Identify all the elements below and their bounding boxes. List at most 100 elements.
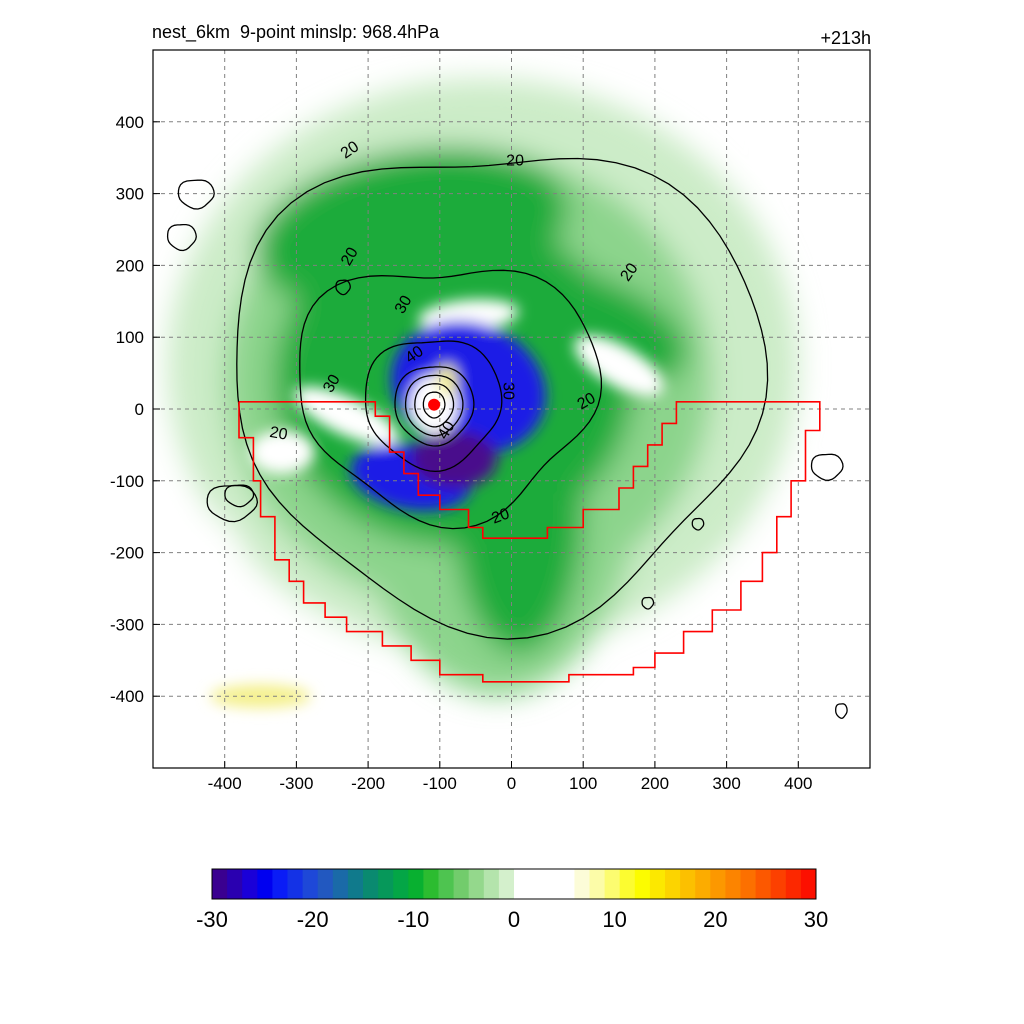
contour-label: 20: [575, 390, 599, 414]
colorbar-swatch: [393, 869, 409, 899]
y-tick-label: 200: [116, 256, 144, 275]
contour-line: [422, 391, 446, 419]
x-tick-label: 400: [784, 774, 812, 793]
colorbar-swatch: [710, 869, 726, 899]
colorbar-swatch: [257, 869, 273, 899]
x-tick-label: 200: [641, 774, 669, 793]
colorbar-swatch: [514, 869, 530, 899]
colorbar-swatch: [272, 869, 288, 899]
colorbar-swatch: [755, 869, 772, 899]
colorbar-swatch: [559, 869, 575, 899]
colorbar-swatch: [665, 869, 681, 899]
domain-boundary: [238, 400, 821, 683]
contour-label: 30: [320, 372, 344, 396]
y-tick-label: 0: [135, 400, 144, 419]
contour-line: [414, 383, 455, 428]
forecast-hour-label: +213h: [820, 28, 871, 48]
contour-label: 30: [392, 293, 416, 317]
colorbar-swatch: [242, 869, 258, 899]
contour-label: 40: [435, 418, 459, 442]
x-tick-label: -300: [279, 774, 313, 793]
wind-shading: [153, 78, 870, 768]
y-axis-ticks: 400 300 200 100 0 -100 -200 -300 -400: [110, 113, 160, 706]
y-tick-label: -300: [110, 615, 144, 634]
colorbar-frame: [211, 868, 817, 900]
y-tick-label: -100: [110, 472, 144, 491]
contour-line: [404, 374, 464, 437]
colorbar-swatch: [287, 869, 304, 899]
y-tick-label: 400: [116, 113, 144, 132]
contour-line: [691, 517, 705, 531]
colorbar-swatch: [604, 869, 621, 899]
colorbar-swatch: [634, 869, 651, 899]
colorbar-tick-label: 10: [602, 907, 626, 932]
contour-line: [299, 269, 603, 530]
colorbar-swatch: [423, 869, 439, 899]
colorbar-tick-label: -30: [196, 907, 228, 932]
colorbar-swatch: [785, 869, 802, 899]
x-tick-label: 0: [507, 774, 516, 793]
colorbar-swatch: [468, 869, 485, 899]
colorbar-swatch: [544, 869, 560, 899]
contour-line: [177, 179, 215, 210]
colorbar-tick-label: -10: [397, 907, 429, 932]
x-tick-label: -400: [208, 774, 242, 793]
contour-label: 30: [500, 382, 517, 400]
colorbar-swatch: [800, 869, 817, 899]
x-axis-ticks: -400 -300 -200 -100 0 100 200 300 400: [208, 761, 812, 793]
colorbar-swatch: [453, 869, 470, 899]
wind-contours: [166, 157, 848, 719]
contour-line: [206, 484, 259, 523]
colorbar-tick-label: 20: [703, 907, 727, 932]
colorbar-swatch: [438, 869, 455, 899]
colorbar-swatch: [695, 869, 711, 899]
colorbar-swatch: [302, 869, 319, 899]
colorbar-swatch: [498, 869, 515, 899]
colorbar-swatch: [619, 869, 636, 899]
contour-line: [641, 596, 655, 610]
colorbar-swatch: [649, 869, 666, 899]
colorbar-swatch: [574, 869, 590, 899]
y-tick-label: -200: [110, 544, 144, 563]
colorbar-swatch: [408, 869, 424, 899]
contour-line: [810, 453, 844, 481]
colorbar-swatch: [317, 869, 334, 899]
colorbar-swatch: [770, 869, 787, 899]
x-tick-label: 300: [712, 774, 740, 793]
colorbar-swatch: [589, 869, 606, 899]
colorbar-swatch: [363, 869, 379, 899]
colorbar-tick-label: -20: [297, 907, 329, 932]
contour-line: [224, 484, 255, 508]
colorbar-swatch: [680, 869, 696, 899]
contour-label: 20: [506, 153, 524, 170]
contour-label: 20: [268, 424, 289, 444]
y-tick-label: 300: [116, 185, 144, 204]
contour-line: [166, 223, 197, 252]
contour-line: [835, 703, 848, 719]
colorbar-tick-label: 30: [804, 907, 828, 932]
x-tick-label: -200: [351, 774, 385, 793]
colorbar-swatch: [483, 869, 500, 899]
plot-title: nest_6km 9-point minslp: 968.4hPa: [152, 22, 440, 42]
contour-line: [236, 157, 769, 640]
colorbar-swatch: [740, 869, 757, 899]
colorbar-swatch: [227, 869, 243, 899]
y-tick-label: 100: [116, 328, 144, 347]
contour-label: 20: [489, 505, 512, 527]
contour-line: [394, 366, 475, 447]
contour-line: [335, 279, 351, 296]
colorbar-swatch: [212, 869, 228, 899]
colorbar-swatch: [332, 869, 349, 899]
storm-center-marker: [428, 398, 441, 411]
contour-label: 20: [338, 245, 362, 269]
colorbar-swatch: [378, 869, 394, 899]
x-tick-label: 100: [569, 774, 597, 793]
colorbar-swatch: [725, 869, 741, 899]
colorbar-swatch: [347, 869, 364, 899]
colorbar: -30 -20 -10 0 10 20 30: [196, 868, 828, 932]
colorbar-swatch: [529, 869, 545, 899]
x-tick-label: -100: [423, 774, 457, 793]
colorbar-tick-label: 0: [508, 907, 520, 932]
y-tick-label: -400: [110, 687, 144, 706]
